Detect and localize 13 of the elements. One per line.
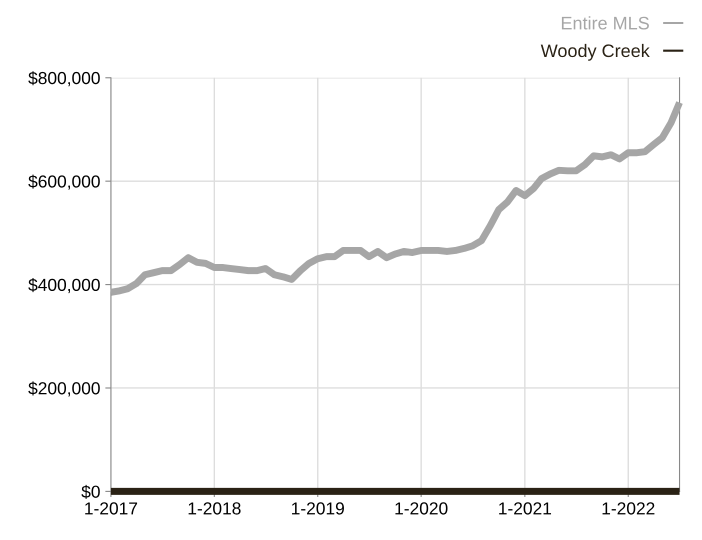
legend-label: Woody Creek <box>540 44 650 61</box>
x-tick-label: 1-2021 <box>499 502 552 515</box>
y-tick-label: $600,000 <box>28 174 100 190</box>
y-tick-label: $400,000 <box>28 278 100 294</box>
y-tick-label: $0 <box>81 484 100 499</box>
x-tick-label: 1-2022 <box>602 502 654 515</box>
legend-label: Entire MLS <box>562 16 649 30</box>
x-tick-label: 1-2017 <box>85 502 138 515</box>
y-tick-label: $800,000 <box>28 71 100 86</box>
x-tick-label: 1-2020 <box>395 502 448 515</box>
x-tick-label: 1-2019 <box>292 502 344 515</box>
y-tick-label: $200,000 <box>28 381 100 396</box>
x-tick-label: 1-2018 <box>188 502 241 515</box>
